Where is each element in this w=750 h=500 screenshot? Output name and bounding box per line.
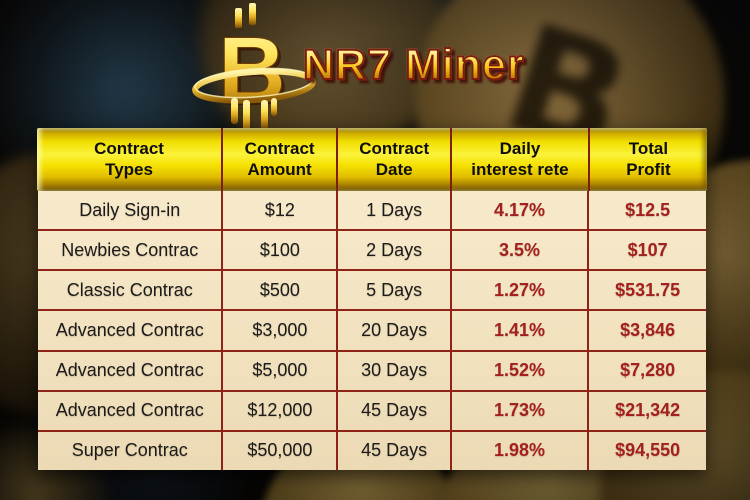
bitcoin-logo-icon: B B	[192, 3, 316, 133]
cell-contract-date: 20 Days	[336, 311, 450, 350]
cell-total-profit: $94,550	[587, 431, 706, 470]
cell-total-profit: $7,280	[587, 351, 706, 390]
table-row: Super Contrac $50,000 45 Days 1.98% $94,…	[38, 429, 706, 470]
table-row: Advanced Contrac $12,000 45 Days 1.73% $…	[38, 389, 706, 430]
header-line: Date	[375, 159, 413, 179]
header-line: Contract	[94, 139, 164, 159]
header-line: Contract	[244, 139, 315, 159]
cell-contract-type: Advanced Contrac	[55, 319, 204, 340]
table-header-row: Contract Types Contract Amount Contract …	[37, 128, 707, 191]
cell-contract-amount: $12,000	[221, 391, 336, 430]
cell-daily-interest-rate: 3.5%	[449, 231, 587, 270]
pricing-table: Contract Types Contract Amount Contract …	[37, 128, 707, 470]
cell-contract-date: 30 Days	[336, 351, 450, 390]
cell-total-profit: $21,342	[587, 391, 706, 430]
header-line: Types	[105, 159, 153, 179]
cell-contract-type: Daily Sign-in	[79, 199, 181, 220]
column-header-daily-interest-rate: Daily interest rete	[450, 128, 588, 191]
header-line: Total	[628, 139, 669, 159]
table-body: Daily Sign-in $12 1 Days 4.17% $12.5 New…	[38, 191, 706, 470]
cell-contract-amount: $50,000	[221, 431, 336, 470]
header-line: Amount	[247, 159, 312, 179]
cell-total-profit: $3,846	[587, 311, 706, 350]
header-line: Contract	[359, 139, 430, 159]
header-line: interest rete	[471, 159, 569, 179]
cell-contract-type: Classic Contrac	[66, 279, 193, 300]
cell-daily-interest-rate: 1.41%	[449, 311, 587, 350]
cell-daily-interest-rate: 4.17%	[449, 191, 587, 230]
cell-contract-date: 2 Days	[336, 231, 450, 270]
table-row: Advanced Contrac $5,000 30 Days 1.52% $7…	[38, 349, 706, 390]
column-header-contract-amount: Contract Amount	[221, 128, 336, 191]
cell-contract-date: 45 Days	[336, 391, 450, 430]
cell-contract-type: Advanced Contrac	[55, 400, 204, 421]
cell-contract-type: Super Contrac	[71, 440, 188, 461]
cell-contract-amount: $100	[221, 231, 336, 270]
table-row: Newbies Contrac $100 2 Days 3.5% $107	[38, 229, 706, 270]
table-row: Advanced Contrac $3,000 20 Days 1.41% $3…	[38, 309, 706, 350]
cell-daily-interest-rate: 1.27%	[449, 271, 587, 310]
cell-contract-amount: $500	[221, 271, 336, 310]
cell-contract-amount: $12	[221, 191, 336, 230]
cell-contract-type: Newbies Contrac	[61, 239, 199, 260]
column-header-contract-types: Contract Types	[37, 128, 221, 191]
column-header-total-profit: Total Profit	[587, 128, 707, 191]
cell-daily-interest-rate: 1.73%	[449, 391, 587, 430]
cell-daily-interest-rate: 1.52%	[449, 351, 587, 390]
column-header-contract-date: Contract Date	[336, 128, 450, 191]
table-row: Classic Contrac $500 5 Days 1.27% $531.7…	[38, 269, 706, 310]
cell-total-profit: $12.5	[587, 191, 706, 230]
cell-contract-date: 5 Days	[336, 271, 450, 310]
cell-contract-date: 45 Days	[336, 431, 450, 470]
table-row: Daily Sign-in $12 1 Days 4.17% $12.5	[38, 191, 706, 230]
cell-total-profit: $107	[587, 231, 706, 270]
cell-contract-date: 1 Days	[336, 191, 450, 230]
cell-total-profit: $531.75	[587, 271, 706, 310]
cell-contract-type: Advanced Contrac	[55, 360, 204, 381]
header-line: Profit	[626, 159, 671, 179]
cell-daily-interest-rate: 1.98%	[449, 431, 587, 470]
cell-contract-amount: $5,000	[221, 351, 336, 390]
header-line: Daily	[499, 139, 541, 159]
cell-contract-amount: $3,000	[221, 311, 336, 350]
app-title: NR7 Miner	[302, 41, 525, 89]
